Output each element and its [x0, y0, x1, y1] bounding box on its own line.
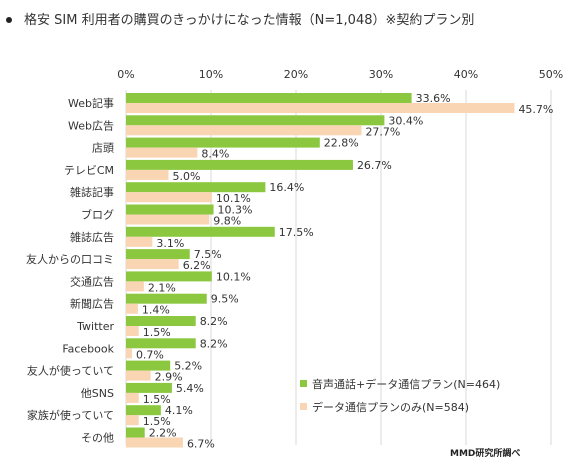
bar-data-plan — [126, 214, 210, 225]
data-label-data-plan: 10.1% — [216, 192, 251, 205]
data-label-data-plan: 8.4% — [201, 148, 229, 161]
data-label-voice-plan: 4.1% — [165, 404, 193, 417]
chart-title: 格安 SIM 利用者の購買のきっかけになった情報（N=1,048）※契約プラン別 — [6, 9, 474, 28]
category-label: Facebook — [62, 342, 114, 355]
x-tick-label: 50% — [539, 68, 563, 81]
data-label-voice-plan: 10.3% — [218, 204, 253, 217]
data-label-voice-plan: 16.4% — [269, 181, 304, 194]
bar-data-plan — [126, 192, 212, 203]
category-label: Web広告 — [68, 119, 114, 132]
data-label-data-plan: 1.5% — [143, 415, 171, 428]
legend-swatch-voice-plan — [300, 380, 307, 387]
bar-voice-plan — [126, 382, 172, 393]
category-label: 他SNS — [81, 387, 114, 400]
bar-data-plan — [126, 392, 139, 403]
bar-data-plan — [126, 415, 139, 426]
bar-voice-plan — [126, 137, 320, 148]
bar-data-plan — [126, 259, 179, 270]
category-label: ブログ — [81, 208, 114, 222]
x-tick-label: 20% — [284, 68, 308, 81]
bar-data-plan — [126, 370, 151, 381]
data-label-voice-plan: 8.2% — [200, 337, 228, 350]
category-label: 友人からの口コミ — [26, 252, 114, 266]
data-label-voice-plan: 22.8% — [324, 137, 359, 150]
bar-voice-plan — [126, 159, 353, 170]
data-label-voice-plan: 9.5% — [211, 293, 239, 306]
bar-voice-plan — [126, 115, 385, 126]
bar-voice-plan — [126, 271, 212, 282]
data-label-data-plan: 27.7% — [365, 125, 400, 138]
bar-voice-plan — [126, 427, 145, 438]
x-tick-label: 30% — [369, 68, 393, 81]
chart-title-text: 格安 SIM 利用者の購買のきっかけになった情報（N=1,048）※契約プラン別 — [24, 13, 475, 28]
data-label-data-plan: 0.7% — [136, 348, 164, 361]
bar-voice-plan — [126, 204, 214, 215]
data-label-voice-plan: 7.5% — [194, 248, 222, 261]
bar-voice-plan — [126, 249, 190, 260]
bar-voice-plan — [126, 405, 161, 416]
data-label-voice-plan: 33.6% — [416, 92, 451, 105]
bar-voice-plan — [126, 338, 196, 349]
data-label-voice-plan: 2.2% — [149, 427, 177, 440]
category-label: テレビCM — [64, 164, 114, 177]
data-label-voice-plan: 10.1% — [216, 270, 251, 283]
bar-data-plan — [126, 125, 362, 136]
x-tick-label: 10% — [199, 68, 223, 81]
bar-voice-plan — [126, 93, 412, 103]
category-label: Twitter — [76, 320, 114, 333]
data-label-data-plan: 1.5% — [143, 326, 171, 339]
bar-voice-plan — [126, 316, 196, 326]
bar-data-plan — [126, 303, 138, 314]
data-label-voice-plan: 17.5% — [279, 226, 314, 239]
bar-voice-plan — [126, 360, 171, 371]
x-tick-label: 40% — [454, 68, 478, 81]
category-label: 交通広告 — [70, 274, 114, 288]
category-label: 友人が使っていて — [27, 364, 114, 378]
data-label-data-plan: 6.7% — [187, 438, 215, 451]
bar-data-plan — [126, 147, 198, 158]
bullet-icon — [6, 16, 12, 23]
bar-data-plan — [126, 326, 139, 336]
category-label: 店頭 — [92, 141, 114, 155]
source-credit: MMD研究所調べ — [450, 449, 521, 459]
data-label-voice-plan: 8.2% — [200, 315, 228, 328]
category-label: 雑誌広告 — [70, 230, 114, 244]
bar-data-plan — [126, 236, 153, 247]
bar-voice-plan — [126, 293, 207, 304]
bar-data-plan — [126, 281, 144, 292]
category-label: 新聞広告 — [70, 297, 114, 311]
data-label-data-plan: 45.7% — [518, 103, 553, 116]
bar-voice-plan — [126, 182, 266, 193]
data-label-data-plan: 1.5% — [143, 393, 171, 406]
bar-voice-plan — [126, 226, 275, 237]
legend-swatch-data-plan — [300, 403, 307, 410]
data-label-voice-plan: 30.4% — [388, 114, 423, 127]
data-label-data-plan: 9.8% — [213, 215, 241, 228]
legend-label-data-plan: データ通信プランのみ(N=584) — [312, 400, 469, 414]
data-label-data-plan: 1.4% — [142, 304, 170, 317]
data-label-voice-plan: 5.2% — [174, 360, 202, 373]
data-label-data-plan: 5.0% — [173, 170, 201, 183]
category-label: 家族が使っていて — [27, 408, 114, 422]
bar-data-plan — [126, 437, 183, 448]
bar-data-plan — [126, 348, 132, 359]
data-label-voice-plan: 5.4% — [176, 382, 204, 395]
x-tick-label: 0% — [117, 68, 134, 81]
category-label: 雑誌記事 — [70, 185, 114, 199]
data-label-data-plan: 6.2% — [183, 259, 211, 272]
bar-data-plan — [126, 169, 169, 180]
category-label: Web記事 — [68, 96, 114, 110]
bar-data-plan — [126, 103, 515, 113]
category-label: その他 — [81, 432, 114, 445]
data-label-voice-plan: 26.7% — [357, 159, 392, 172]
data-label-data-plan: 2.1% — [148, 281, 176, 294]
legend-label-voice-plan: 音声通話+データ通信プラン(N=464) — [312, 377, 500, 391]
data-label-data-plan: 3.1% — [156, 237, 184, 250]
data-label-data-plan: 2.9% — [155, 371, 183, 384]
